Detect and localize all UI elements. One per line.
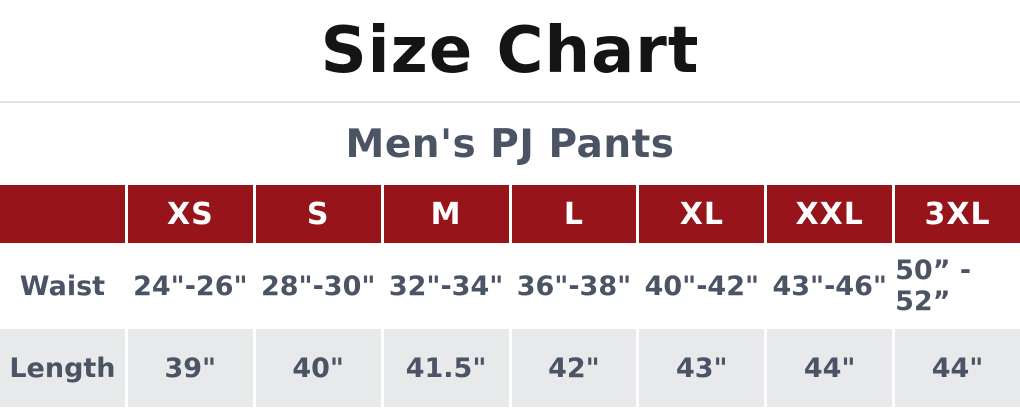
product-subtitle: Men's PJ Pants: [345, 121, 675, 167]
size-header-3xl: 3XL: [895, 185, 1020, 243]
size-header-xxl: XXL: [767, 185, 893, 243]
subtitle-section: Men's PJ Pants: [0, 103, 1020, 185]
waist-value-xl: 40"-42": [639, 243, 765, 329]
length-value-l: 42": [511, 329, 637, 407]
size-header-corner: [0, 185, 125, 243]
length-value-s: 40": [255, 329, 381, 407]
size-header-m: M: [383, 185, 509, 243]
length-value-xl: 43": [639, 329, 765, 407]
title-section: Size Chart: [0, 0, 1020, 101]
waist-value-3xl: 50” - 52”: [895, 243, 1020, 329]
size-header-l: L: [511, 185, 637, 243]
waist-value-xs: 24"-26": [127, 243, 253, 329]
size-table: XS S M L XL XXL 3XL Waist 24"-26" 28"-30…: [0, 185, 1020, 407]
size-header-xl: XL: [639, 185, 765, 243]
waist-value-m: 32"-34": [383, 243, 509, 329]
size-header-xs: XS: [127, 185, 253, 243]
length-row-label: Length: [0, 329, 125, 407]
length-value-m: 41.5": [383, 329, 509, 407]
waist-value-s: 28"-30": [255, 243, 381, 329]
length-value-xxl: 44": [767, 329, 893, 407]
size-header-s: S: [255, 185, 381, 243]
page-title: Size Chart: [320, 13, 700, 88]
waist-value-l: 36"-38": [511, 243, 637, 329]
waist-value-xxl: 43"-46": [767, 243, 893, 329]
length-value-3xl: 44": [895, 329, 1020, 407]
divider: [0, 101, 1020, 103]
waist-row-label: Waist: [0, 243, 125, 329]
length-value-xs: 39": [127, 329, 253, 407]
